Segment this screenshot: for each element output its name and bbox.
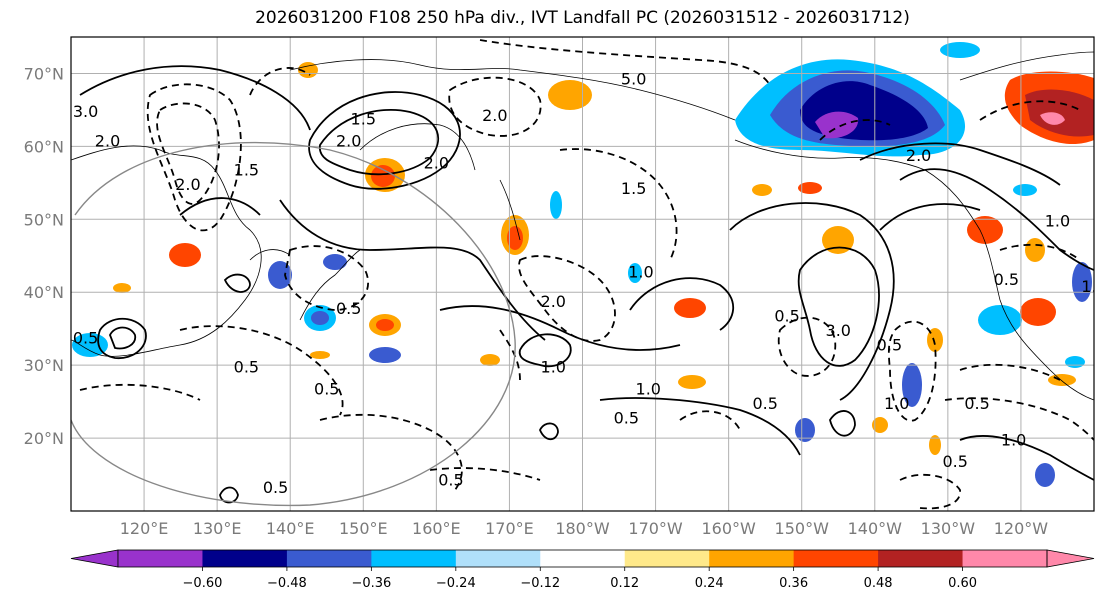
colorbar-tick-label: −0.48 [267,576,307,591]
contour-label: 1.5 [351,110,376,129]
colorbar-segment [709,550,795,567]
contour-label: 1.0 [1045,212,1070,231]
contour-label: 0.5 [994,270,1019,289]
colorbar-tick-label: −0.24 [436,576,476,591]
contour-label: 0.5 [877,336,902,355]
contour-label: 1.5 [621,179,646,198]
colorbar-tick-label: 0.60 [948,576,977,591]
contour-label: 0.5 [942,452,967,471]
contour-label: 0.5 [314,379,339,398]
map-title: 2026031200 F108 250 hPa div., IVT Landfa… [255,8,910,28]
longitude-label: 140°E [266,519,315,538]
colorbar-segment [624,550,710,567]
contour-label: 1.5 [234,161,259,180]
longitude-label: 130°W [921,519,976,538]
colorbar-extend-high [1046,549,1095,568]
colorbar: −0.60 −0.48 −0.36 −0.24 −0.12 0.12 0.24 0.36 0.4… [70,549,1095,591]
longitude-label: 160°E [412,519,461,538]
contour-label: 0.5 [964,394,989,413]
contour-label: 2.0 [906,146,931,165]
contour-label: 1.5 [1081,277,1105,296]
colorbar-segment [286,550,372,567]
longitude-label: 160°W [701,519,756,538]
colorbar-tick-label: 0.36 [779,576,808,591]
contour-label: 0.5 [774,306,799,325]
contour-label: 0.5 [73,328,98,347]
colorbar-tick-label: −0.60 [183,576,223,591]
reference-circle [71,141,516,507]
longitude-label: 170°W [628,519,683,538]
contour-label: 3.0 [73,102,98,121]
colorbar-segment [878,550,964,567]
contour-label: 5.0 [621,69,646,88]
contour-label: 1.0 [1001,430,1026,449]
contour-label: 0.5 [438,470,463,489]
contour-label: 0.5 [752,394,777,413]
colorbar-segment [371,550,457,567]
latitude-label: 70°N [24,64,64,83]
contour-label: 1.0 [884,394,909,413]
contour-label: 0.5 [336,299,361,318]
longitude-label: 130°E [193,519,242,538]
divergence-contours-dashed [79,39,1094,510]
contour-label: 1.0 [636,379,661,398]
latitude-label: 50°N [24,210,64,229]
longitude-label: 120°E [120,519,169,538]
colorbar-tick-label: −0.36 [351,576,391,591]
contour-label: 2.0 [424,153,449,172]
colorbar-segment [540,550,626,567]
colorbar-tick-label: −0.12 [520,576,560,591]
latitude-label: 60°N [24,137,64,156]
map-area: 5.0 3.0 2.0 2.0 1.5 2.0 1.5 2.0 2.0 1.5 2.0 1.0 2.0 0… [71,37,1105,511]
contour-labels: 5.0 3.0 2.0 2.0 1.5 2.0 1.5 2.0 2.0 1.5 2.0 1.0 2.0 0… [73,69,1105,497]
contour-label: 2.0 [336,131,361,150]
colorbar-extend-low [70,549,119,568]
longitude-label: 140°W [848,519,903,538]
latitude-labels: 70°N 60°N 50°N 40°N 30°N 20°N [24,64,64,448]
contour-label: 0.5 [614,408,639,427]
colorbar-tick-label: 0.12 [610,576,639,591]
colorbar-segment [455,550,541,567]
colorbar-segment [118,550,203,567]
contour-label: 0.5 [263,478,288,497]
contour-label: 2.0 [541,292,566,311]
longitude-label: 120°W [994,519,1049,538]
longitude-label: 170°E [485,519,534,538]
divergence-contours [79,65,1094,504]
contour-label: 1.0 [541,357,566,376]
coastlines [71,51,1094,401]
contour-label: 1.0 [628,263,653,282]
longitude-label: 180°W [555,519,610,538]
contour-label: 2.0 [482,106,507,125]
contour-label: 2.0 [175,175,200,194]
map-frame [70,36,1095,512]
latitude-label: 40°N [24,283,64,302]
contour-label: 3.0 [826,321,851,340]
longitude-label: 150°W [775,519,830,538]
colorbar-segment [202,550,288,567]
latitude-label: 30°N [24,356,64,375]
contour-label: 0.5 [234,357,259,376]
colorbar-tick-label: 0.48 [864,576,893,591]
colorbar-segment [962,550,1048,567]
colorbar-segment [793,550,879,567]
colorbar-tick-label: 0.24 [695,576,724,591]
longitude-label: 150°E [339,519,388,538]
longitude-labels: 120°E 130°E 140°E 150°E 160°E 170°E 180°W 170°W… [120,519,1049,538]
latitude-label: 20°N [24,429,64,448]
colorbar-frame [117,549,1048,568]
contour-label: 2.0 [95,131,120,150]
